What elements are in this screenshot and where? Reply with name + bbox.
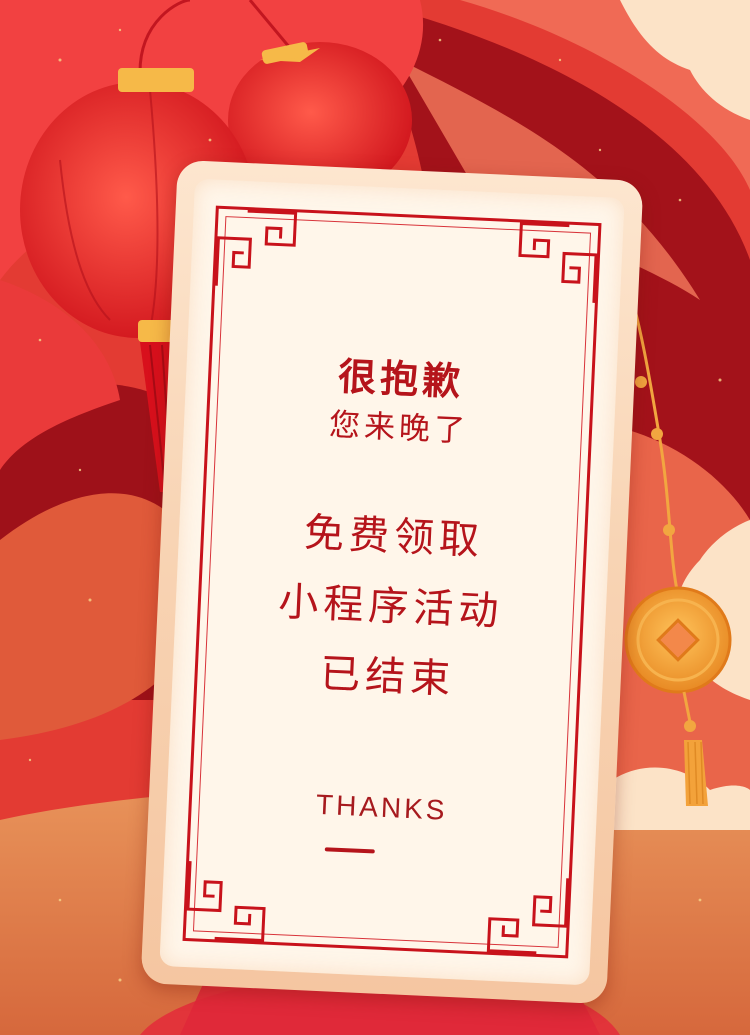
notice-card: 很抱歉 您来晚了 免费领取 小程序活动 已结束 THANKS <box>140 159 644 1005</box>
corner-ornament-icon <box>186 861 266 943</box>
corner-ornament-icon <box>518 221 598 303</box>
lantern-icon <box>228 0 412 198</box>
coin-icon <box>623 274 732 806</box>
corner-ornament-icon <box>214 209 298 286</box>
corner-ornament-icon <box>486 878 570 955</box>
